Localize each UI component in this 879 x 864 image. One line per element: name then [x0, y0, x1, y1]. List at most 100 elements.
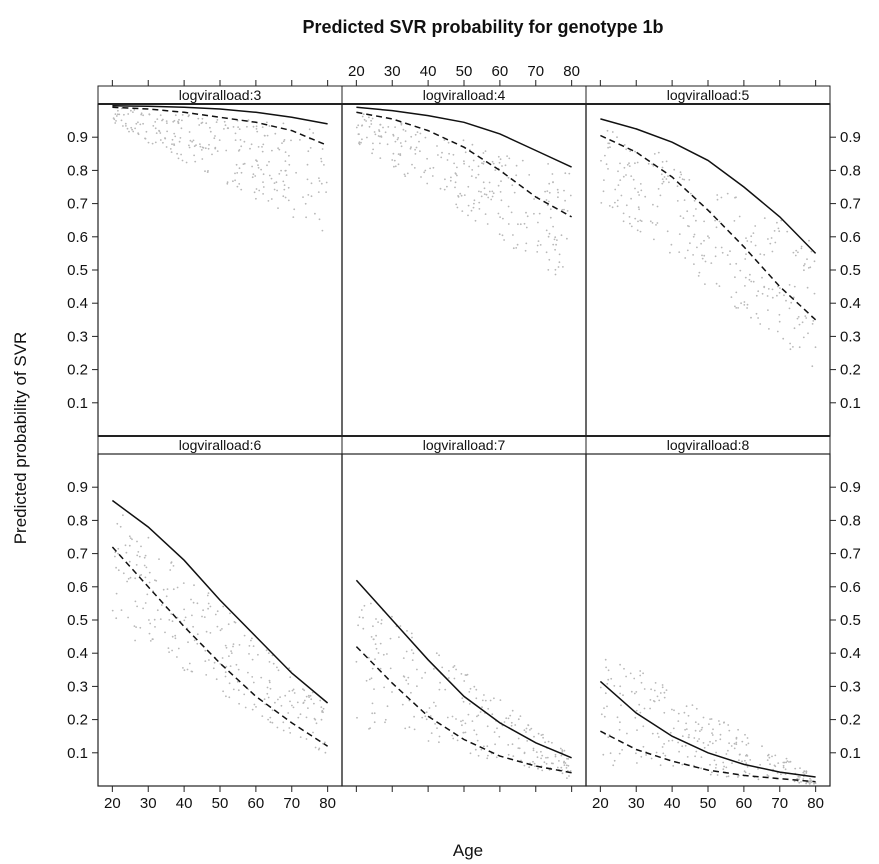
x-tick-label: 30	[384, 63, 401, 80]
scatter-point	[616, 716, 619, 719]
scatter-point	[683, 711, 686, 714]
scatter-point	[444, 178, 446, 181]
scatter-point	[357, 124, 360, 127]
x-tick-label: 70	[527, 63, 544, 80]
scatter-point	[243, 693, 246, 696]
scatter-point	[284, 196, 287, 199]
scatter-point	[636, 229, 639, 232]
scatter-point	[728, 729, 731, 732]
scatter-point	[288, 727, 291, 729]
scatter-point	[682, 217, 685, 220]
scatter-point	[616, 199, 619, 202]
scatter-point	[635, 752, 637, 755]
scatter-point	[169, 569, 172, 571]
scatter-point	[513, 191, 516, 194]
scatter-point	[255, 197, 257, 200]
scatter-point	[806, 286, 809, 289]
scatter-point	[527, 724, 530, 727]
scatter-point	[467, 185, 470, 188]
scatter-point	[634, 150, 636, 153]
scatter-point	[221, 657, 224, 659]
scatter-point	[223, 127, 225, 130]
scatter-point	[436, 727, 438, 729]
scatter-point	[249, 147, 251, 150]
scatter-point	[170, 562, 173, 564]
scatter-point	[709, 718, 711, 720]
scatter-point	[384, 131, 387, 134]
scatter-point	[410, 146, 412, 149]
y-tick-label: 0.4	[67, 645, 88, 662]
scatter-point	[171, 138, 174, 141]
scatter-point	[201, 121, 204, 124]
scatter-point	[203, 616, 206, 618]
scatter-point	[114, 122, 117, 124]
scatter-point	[324, 741, 326, 744]
scatter-point	[552, 181, 554, 183]
scatter-point	[763, 217, 766, 220]
scatter-point	[793, 780, 796, 783]
scatter-point	[797, 316, 800, 318]
scatter-point	[544, 190, 546, 193]
scatter-point	[678, 233, 681, 236]
scatter-point	[498, 233, 501, 236]
scatter-point	[481, 699, 484, 702]
scatter-point	[730, 745, 733, 747]
scatter-point	[153, 618, 156, 621]
scatter-point	[404, 140, 407, 143]
scatter-point	[651, 732, 654, 735]
scatter-point	[321, 709, 324, 712]
scatter-point	[501, 234, 504, 237]
scatter-point	[630, 175, 633, 178]
scatter-point	[448, 152, 450, 155]
scatter-point	[400, 145, 403, 148]
scatter-point	[389, 667, 392, 670]
scatter-point	[382, 126, 384, 129]
scatter-point	[128, 535, 131, 538]
scatter-point	[267, 652, 270, 654]
scatter-point	[656, 695, 659, 698]
scatter-point	[533, 212, 535, 215]
scatter-point	[812, 320, 815, 322]
scatter-point	[305, 738, 308, 740]
scatter-point	[158, 129, 160, 132]
scatter-point	[148, 581, 151, 584]
scatter-point	[267, 200, 270, 202]
scatter-point	[704, 283, 706, 285]
scatter-point	[303, 689, 306, 692]
scatter-point	[280, 169, 282, 172]
scatter-point	[114, 555, 116, 558]
scatter-point	[375, 618, 377, 620]
scatter-point	[362, 627, 365, 630]
scatter-point	[503, 721, 506, 723]
scatter-point	[159, 139, 162, 141]
scatter-point	[367, 656, 370, 659]
scatter-point	[181, 119, 183, 122]
scatter-point	[174, 637, 177, 640]
solid-line	[355, 579, 572, 759]
panel-frame	[97, 453, 343, 787]
scatter-point	[808, 239, 810, 242]
scatter-point	[424, 715, 427, 718]
scatter-point	[248, 653, 250, 655]
scatter-point	[264, 703, 267, 706]
scatter-point	[738, 759, 740, 762]
scatter-point	[306, 163, 309, 166]
scatter-point	[634, 716, 637, 719]
scatter-point	[371, 702, 374, 705]
scatter-point	[634, 162, 636, 165]
panel-strip-label: logviralload:3	[179, 87, 262, 103]
scatter-point	[799, 776, 801, 778]
scatter-point	[634, 217, 637, 220]
scatter-point	[715, 763, 718, 766]
scatter-point	[651, 163, 653, 166]
scatter-point	[656, 222, 659, 224]
scatter-point	[771, 755, 773, 758]
scatter-point	[670, 243, 673, 246]
scatter-point	[159, 132, 162, 134]
scatter-point	[554, 268, 557, 271]
scatter-point	[761, 276, 763, 279]
scatter-point	[545, 229, 548, 232]
scatter-point	[755, 294, 758, 297]
scatter-point	[659, 692, 662, 694]
scatter-point	[809, 777, 811, 780]
